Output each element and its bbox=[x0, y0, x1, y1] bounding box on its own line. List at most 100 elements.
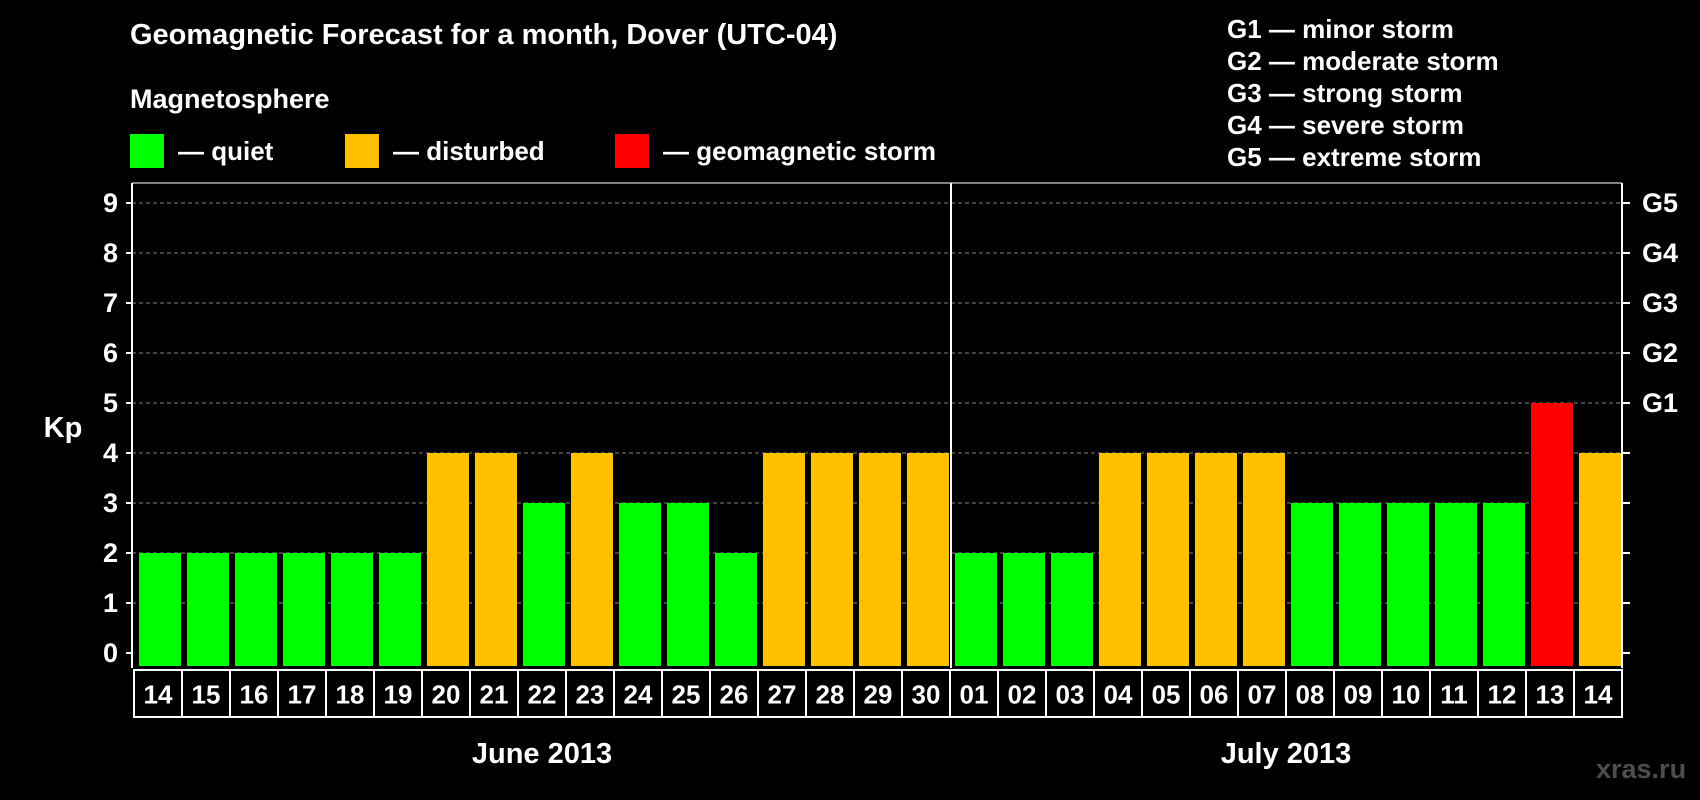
y-tick-label: 8 bbox=[103, 238, 118, 268]
day-label: 17 bbox=[288, 680, 317, 710]
bar bbox=[955, 553, 997, 666]
right-axis-label-g4: G4 bbox=[1642, 238, 1678, 268]
bar bbox=[667, 503, 709, 666]
y-tick-label: 4 bbox=[103, 438, 118, 468]
y-tick-label: 2 bbox=[103, 538, 118, 568]
legend-label-disturbed: — disturbed bbox=[393, 136, 545, 166]
day-label: 19 bbox=[384, 680, 413, 710]
day-label: 02 bbox=[1008, 680, 1037, 710]
bar bbox=[1003, 553, 1045, 666]
month-label-june: June 2013 bbox=[472, 738, 612, 770]
bar bbox=[235, 553, 277, 666]
bar bbox=[523, 503, 565, 666]
day-label: 01 bbox=[960, 680, 989, 710]
bar bbox=[715, 553, 757, 666]
day-label: 21 bbox=[480, 680, 509, 710]
day-label: 25 bbox=[672, 680, 701, 710]
right-axis-label-g3: G3 bbox=[1642, 288, 1678, 318]
day-label: 15 bbox=[192, 680, 221, 710]
month-label-july: July 2013 bbox=[1221, 738, 1352, 770]
storm-scale-g4: G4 — severe storm bbox=[1227, 110, 1465, 140]
legend-swatch-storm bbox=[615, 134, 649, 168]
storm-scale-g5: G5 — extreme storm bbox=[1227, 142, 1482, 172]
bar bbox=[1099, 453, 1141, 666]
legend-item-quiet: — quiet bbox=[130, 134, 273, 168]
y-tick-label: 1 bbox=[103, 588, 118, 618]
bar bbox=[907, 453, 949, 666]
storm-scale-g1: G1 — minor storm bbox=[1227, 14, 1454, 44]
chart-title: Geomagnetic Forecast for a month, Dover … bbox=[130, 19, 838, 51]
bar bbox=[331, 553, 373, 666]
bar bbox=[1051, 553, 1093, 666]
day-label: 08 bbox=[1296, 680, 1325, 710]
day-label: 09 bbox=[1344, 680, 1373, 710]
y-tick-label: 9 bbox=[103, 188, 118, 218]
bar bbox=[187, 553, 229, 666]
bar bbox=[1195, 453, 1237, 666]
bar bbox=[1339, 503, 1381, 666]
day-label: 27 bbox=[768, 680, 797, 710]
legend-swatch-quiet bbox=[130, 134, 164, 168]
day-label-strip bbox=[133, 669, 1623, 718]
y-axis-title: Kp bbox=[44, 412, 83, 444]
day-label: 10 bbox=[1392, 680, 1421, 710]
bar bbox=[1147, 453, 1189, 666]
day-label: 22 bbox=[528, 680, 557, 710]
y-tick-label: 6 bbox=[103, 338, 118, 368]
bar bbox=[427, 453, 469, 666]
day-label: 14 bbox=[144, 680, 173, 710]
day-label: 06 bbox=[1200, 680, 1229, 710]
right-axis-label-g5: G5 bbox=[1642, 188, 1678, 218]
day-label: 13 bbox=[1536, 680, 1565, 710]
bar bbox=[571, 453, 613, 666]
day-label: 14 bbox=[1584, 680, 1613, 710]
day-label: 20 bbox=[432, 680, 461, 710]
y-tick-label: 0 bbox=[103, 638, 118, 668]
day-label: 28 bbox=[816, 680, 845, 710]
bar bbox=[283, 553, 325, 666]
legend-swatch-disturbed bbox=[345, 134, 379, 168]
right-axis-label-g1: G1 bbox=[1642, 388, 1678, 418]
day-label: 12 bbox=[1488, 680, 1517, 710]
day-label: 04 bbox=[1104, 680, 1133, 710]
bar bbox=[1243, 453, 1285, 666]
y-tick-label: 5 bbox=[103, 388, 118, 418]
legend-label-quiet: — quiet bbox=[178, 136, 274, 166]
day-label: 03 bbox=[1056, 680, 1085, 710]
storm-scale-g2: G2 — moderate storm bbox=[1227, 46, 1499, 76]
y-tick-label: 3 bbox=[103, 488, 118, 518]
watermark: xras.ru bbox=[1596, 754, 1687, 784]
legend-label-storm: — geomagnetic storm bbox=[663, 136, 937, 166]
bar bbox=[139, 553, 181, 666]
storm-scale-g3: G3 — strong storm bbox=[1227, 78, 1463, 108]
legend-heading: Magnetosphere bbox=[130, 84, 330, 114]
bar bbox=[859, 453, 901, 666]
bar bbox=[1291, 503, 1333, 666]
bar bbox=[811, 453, 853, 666]
day-label: 16 bbox=[240, 680, 269, 710]
day-label: 23 bbox=[576, 680, 605, 710]
day-label: 05 bbox=[1152, 680, 1181, 710]
storm-scale-legend: G1 — minor storm G2 — moderate storm G3 … bbox=[1227, 13, 1499, 173]
bar bbox=[619, 503, 661, 666]
bar bbox=[763, 453, 805, 666]
day-label: 07 bbox=[1248, 680, 1277, 710]
bar bbox=[475, 453, 517, 666]
bar bbox=[379, 553, 421, 666]
day-label: 11 bbox=[1440, 680, 1468, 710]
bar bbox=[1435, 503, 1477, 666]
bar bbox=[1579, 453, 1621, 666]
y-tick-label: 7 bbox=[103, 288, 118, 318]
legend-item-disturbed: — disturbed bbox=[345, 134, 545, 168]
day-label: 30 bbox=[912, 680, 941, 710]
day-label: 24 bbox=[624, 680, 653, 710]
legend-item-storm: — geomagnetic storm bbox=[615, 134, 936, 168]
right-axis-label-g2: G2 bbox=[1642, 338, 1678, 368]
bar bbox=[1483, 503, 1525, 666]
day-label: 29 bbox=[864, 680, 893, 710]
day-label: 26 bbox=[720, 680, 749, 710]
bar bbox=[1531, 403, 1573, 666]
bar bbox=[1387, 503, 1429, 666]
day-label: 18 bbox=[336, 680, 365, 710]
